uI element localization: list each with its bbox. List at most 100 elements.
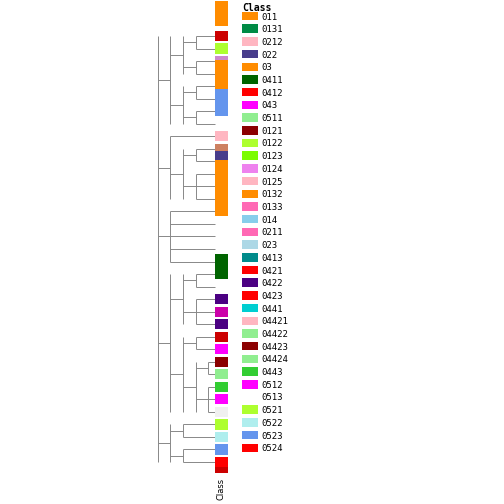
Bar	[215, 457, 228, 467]
Text: 04424: 04424	[261, 355, 288, 364]
Bar	[215, 156, 228, 166]
Bar	[215, 407, 228, 417]
Bar	[242, 75, 258, 84]
Bar	[242, 164, 258, 173]
Bar	[242, 50, 258, 58]
Bar	[242, 215, 258, 223]
Text: 0123: 0123	[261, 152, 283, 161]
Bar	[215, 160, 228, 216]
Bar	[215, 131, 228, 142]
Bar	[242, 62, 258, 71]
Bar	[242, 418, 258, 427]
Bar	[242, 253, 258, 262]
Text: 04422: 04422	[261, 330, 288, 339]
Bar	[242, 329, 258, 338]
Text: 0411: 0411	[261, 76, 283, 85]
Bar	[215, 382, 228, 392]
Bar	[215, 89, 228, 116]
Bar	[242, 202, 258, 211]
Text: 04421: 04421	[261, 318, 288, 326]
Bar	[242, 177, 258, 185]
Text: 0521: 0521	[261, 406, 283, 415]
Text: 0133: 0133	[261, 203, 283, 212]
Text: 0422: 0422	[261, 279, 283, 288]
Bar	[215, 60, 228, 91]
Text: 0524: 0524	[261, 445, 283, 453]
Text: Class: Class	[242, 3, 271, 13]
Bar	[242, 126, 258, 135]
Bar	[242, 278, 258, 287]
Text: Class: Class	[217, 477, 226, 499]
Bar	[242, 431, 258, 439]
Bar	[215, 69, 228, 79]
Text: 0513: 0513	[261, 394, 283, 403]
Text: 0413: 0413	[261, 254, 283, 263]
Bar	[215, 56, 228, 66]
Bar	[242, 37, 258, 46]
Text: 0124: 0124	[261, 165, 283, 174]
Bar	[215, 319, 228, 329]
Text: 0441: 0441	[261, 304, 283, 313]
Bar	[215, 419, 228, 429]
Bar	[242, 25, 258, 33]
Text: 0121: 0121	[261, 127, 283, 136]
Text: 0522: 0522	[261, 419, 283, 428]
Text: 043: 043	[261, 101, 277, 110]
Bar	[242, 139, 258, 147]
Text: 0132: 0132	[261, 191, 283, 199]
Text: 011: 011	[261, 13, 277, 22]
Bar	[242, 405, 258, 414]
Text: 0523: 0523	[261, 431, 283, 440]
Bar	[215, 31, 228, 41]
Bar	[215, 1, 228, 26]
Bar	[242, 367, 258, 376]
Bar	[215, 151, 228, 179]
Bar	[242, 355, 258, 363]
Bar	[215, 254, 228, 279]
Bar	[215, 144, 228, 154]
Text: 0125: 0125	[261, 177, 283, 186]
Bar	[215, 332, 228, 342]
Bar	[215, 194, 228, 204]
Bar	[215, 432, 228, 442]
Bar	[242, 190, 258, 198]
Bar	[215, 357, 228, 367]
Bar	[215, 394, 228, 405]
Bar	[242, 228, 258, 236]
Bar	[242, 266, 258, 274]
Text: 022: 022	[261, 50, 277, 59]
Bar	[215, 43, 228, 53]
Bar	[242, 291, 258, 300]
Text: 04423: 04423	[261, 343, 288, 352]
Bar	[242, 12, 258, 20]
Bar	[242, 101, 258, 109]
Text: 0211: 0211	[261, 228, 283, 237]
Bar	[242, 240, 258, 249]
Text: 0423: 0423	[261, 292, 283, 301]
Bar	[242, 304, 258, 312]
Bar	[242, 342, 258, 350]
Bar	[215, 369, 228, 380]
Bar	[215, 257, 228, 267]
Bar	[215, 467, 228, 473]
Text: 0212: 0212	[261, 38, 283, 47]
Bar	[242, 444, 258, 452]
Text: 0122: 0122	[261, 140, 283, 149]
Bar	[242, 393, 258, 401]
Text: 0443: 0443	[261, 368, 283, 377]
Bar	[215, 445, 228, 455]
Bar	[242, 88, 258, 96]
Text: 0511: 0511	[261, 114, 283, 123]
Text: 03: 03	[261, 64, 272, 72]
Text: 023: 023	[261, 241, 277, 250]
Text: 014: 014	[261, 216, 277, 225]
Text: 0131: 0131	[261, 25, 283, 34]
Bar	[215, 306, 228, 317]
Text: 0512: 0512	[261, 381, 283, 390]
Bar	[242, 317, 258, 325]
Bar	[242, 113, 258, 122]
Text: 0412: 0412	[261, 89, 283, 98]
Bar	[242, 380, 258, 389]
Bar	[215, 344, 228, 354]
Bar	[215, 294, 228, 304]
